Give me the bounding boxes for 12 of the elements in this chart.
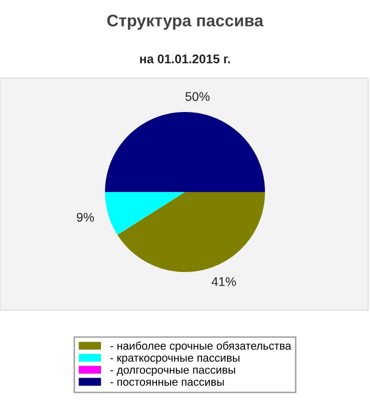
data-label: 9% — [76, 212, 94, 222]
data-label: 50% — [186, 92, 210, 101]
data-label: 41% — [212, 277, 236, 286]
chart-title: Структура пассива — [107, 14, 264, 30]
legend-label: - долгосрочные пассивы — [110, 368, 236, 376]
legend-label: - постоянные пассивы — [110, 380, 224, 386]
chart-subtitle: на 01.01.2015 г. — [140, 54, 230, 64]
pie-slice — [105, 112, 265, 192]
legend-label: - наиболее срочные обязательства — [110, 341, 292, 352]
pie-slice — [117, 192, 265, 272]
legend-label: - краткосрочные пассивы — [110, 356, 240, 364]
pie-slice — [105, 192, 185, 235]
